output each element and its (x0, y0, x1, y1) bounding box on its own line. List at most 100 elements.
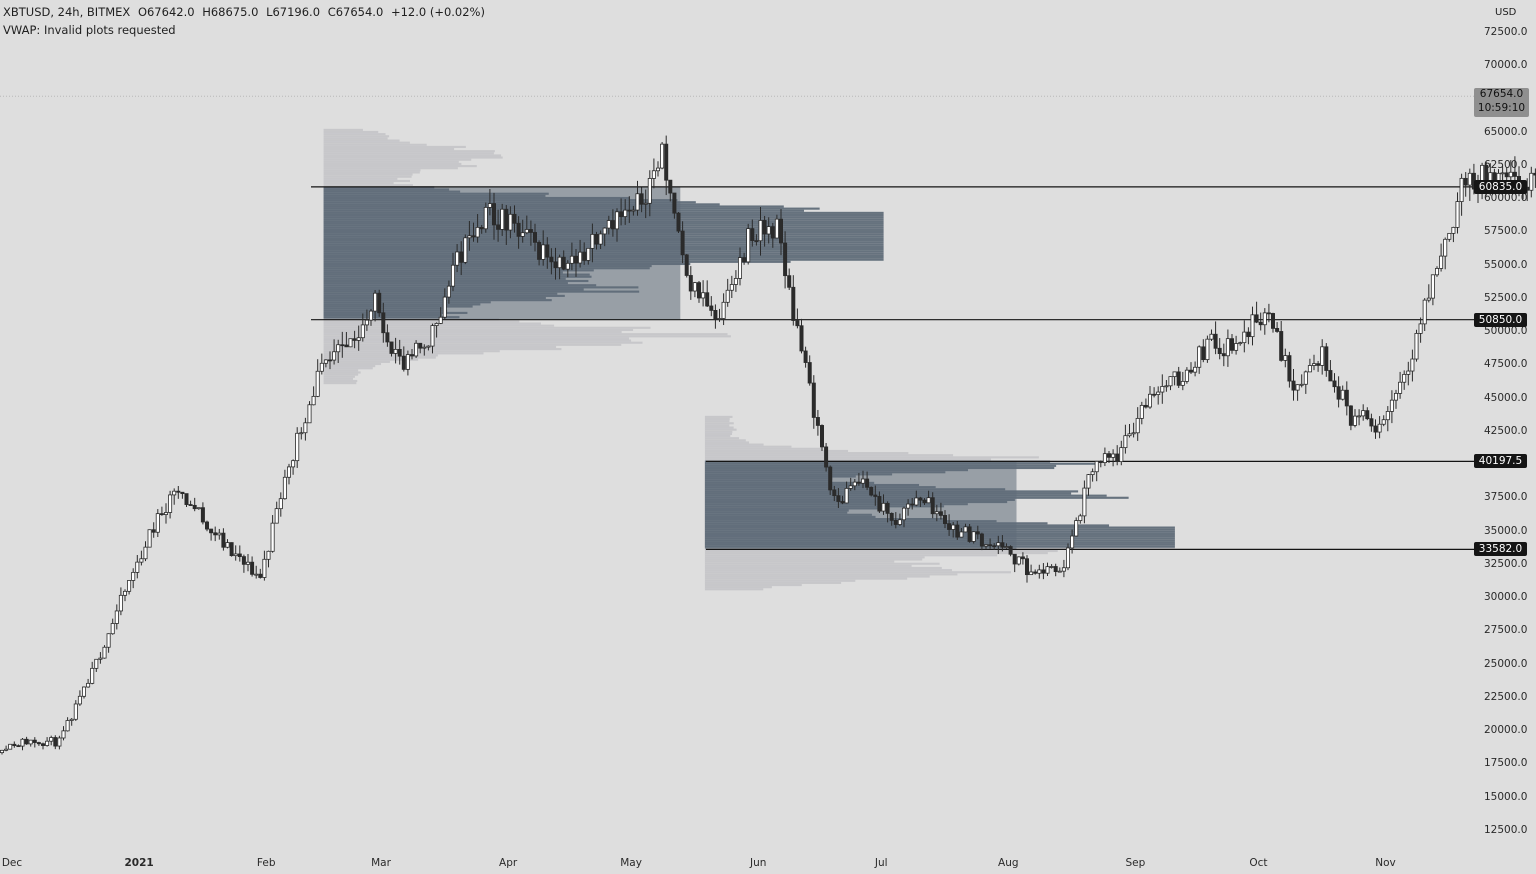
candle-body (795, 320, 800, 327)
price-tick-label: 47500.0 (1484, 358, 1528, 371)
candle-body (1234, 343, 1239, 351)
candle-body (233, 553, 238, 557)
candle-body (881, 502, 886, 512)
candle-body (848, 485, 853, 489)
candle-body (1320, 346, 1325, 366)
candle-body (651, 170, 656, 179)
candle-body (692, 282, 697, 292)
symbol-title[interactable]: XBTUSD, 24h, BITMEX (3, 5, 131, 19)
candle-body (155, 513, 160, 533)
candle-body (869, 486, 874, 496)
candle-body (672, 192, 677, 214)
candle-body (1225, 338, 1230, 357)
price-tick-label: 42500.0 (1484, 424, 1528, 437)
candle-body (41, 743, 46, 746)
symbol-legend[interactable]: XBTUSD, 24h, BITMEX O67642.0 H68675.0 L6… (3, 5, 489, 19)
candle-body (709, 305, 714, 311)
volume-profile-bar (323, 356, 436, 359)
candle-body (537, 241, 542, 260)
candle-body (250, 561, 255, 575)
volume-profile-bar (323, 371, 361, 374)
candle-body (1266, 312, 1271, 315)
volume-profile-bar (704, 569, 952, 572)
candle-body (754, 240, 759, 243)
high-value: H68675.0 (202, 5, 259, 19)
volume-profile-bar (323, 150, 495, 153)
volume-profile-bar (704, 564, 912, 567)
candle-body (266, 550, 271, 560)
low-value: L67196.0 (266, 5, 321, 19)
candle-body (1295, 384, 1300, 391)
candle-body (106, 633, 111, 648)
volume-profile-bar (323, 141, 410, 144)
candle-body (1508, 171, 1513, 178)
candle-body (98, 657, 103, 660)
candle-body (1156, 391, 1161, 395)
candle-body (86, 682, 91, 688)
candle-body (1385, 411, 1390, 421)
candle-body (1111, 453, 1116, 458)
price-tick-label: 25000.0 (1484, 657, 1528, 670)
currency-label[interactable]: USD (1495, 7, 1517, 18)
candle-body (1025, 558, 1030, 576)
candle-body (1189, 369, 1194, 373)
candle-body (368, 310, 373, 321)
candle-body (680, 230, 685, 256)
candle-body (61, 730, 66, 739)
candle-body (1160, 386, 1165, 393)
candle-body (176, 490, 181, 493)
candle-body (1262, 312, 1267, 326)
volume-profile-bar (704, 428, 737, 431)
candle-body (1529, 172, 1534, 191)
candle-body (561, 256, 566, 270)
candle-body (471, 235, 476, 238)
candle-body (356, 337, 361, 341)
candle-body (1107, 453, 1112, 458)
candle-body (996, 542, 1001, 547)
volume-profile-bar (704, 579, 856, 582)
price-tick-label: 35000.0 (1484, 524, 1528, 537)
time-tick-label: May (620, 857, 642, 869)
candle-body (975, 531, 980, 535)
candle-body (1443, 238, 1448, 257)
time-tick-label: Sep (1125, 857, 1146, 869)
volume-profile-bar (704, 556, 925, 559)
candle-body (1307, 365, 1312, 373)
candle-body (450, 264, 455, 287)
candle-body (1328, 370, 1333, 382)
level-badge: 50850.0 (1474, 312, 1527, 327)
candle-body (192, 504, 197, 510)
candle-body (1389, 399, 1394, 412)
candle-body (237, 553, 242, 558)
candle-body (28, 739, 33, 745)
candle-body (196, 507, 201, 510)
candle-body (1455, 201, 1460, 228)
candle-body (1287, 355, 1292, 382)
price-tick-label: 45000.0 (1484, 391, 1528, 404)
candle-body (951, 524, 956, 530)
candle-body (528, 229, 533, 233)
volume-profile-bar (704, 432, 733, 436)
volume-profile-bar (704, 562, 940, 565)
candle-body (94, 658, 99, 669)
candle-body (807, 362, 812, 384)
price-levels[interactable] (311, 186, 1474, 550)
price-tick-label: 15000.0 (1484, 790, 1528, 803)
volume-profile-bar (323, 343, 622, 346)
candle-body (877, 496, 882, 512)
candle-body (824, 446, 829, 468)
volume-profile-bar (323, 173, 413, 176)
candle-body (1402, 373, 1407, 383)
candle-body (586, 247, 591, 261)
price-tick-label: 17500.0 (1484, 757, 1528, 770)
candle-body (1312, 363, 1317, 366)
time-tick-label: Oct (1249, 857, 1268, 869)
price-tick-label: 72500.0 (1484, 25, 1528, 38)
candle-body (840, 501, 845, 504)
candle-body (1250, 314, 1255, 338)
candle-body (1463, 177, 1468, 186)
volume-profile-bar (704, 581, 842, 584)
indicator-legend[interactable]: VWAP: Invalid plots requested (3, 23, 176, 37)
price-tick-label: 37500.0 (1484, 491, 1528, 504)
